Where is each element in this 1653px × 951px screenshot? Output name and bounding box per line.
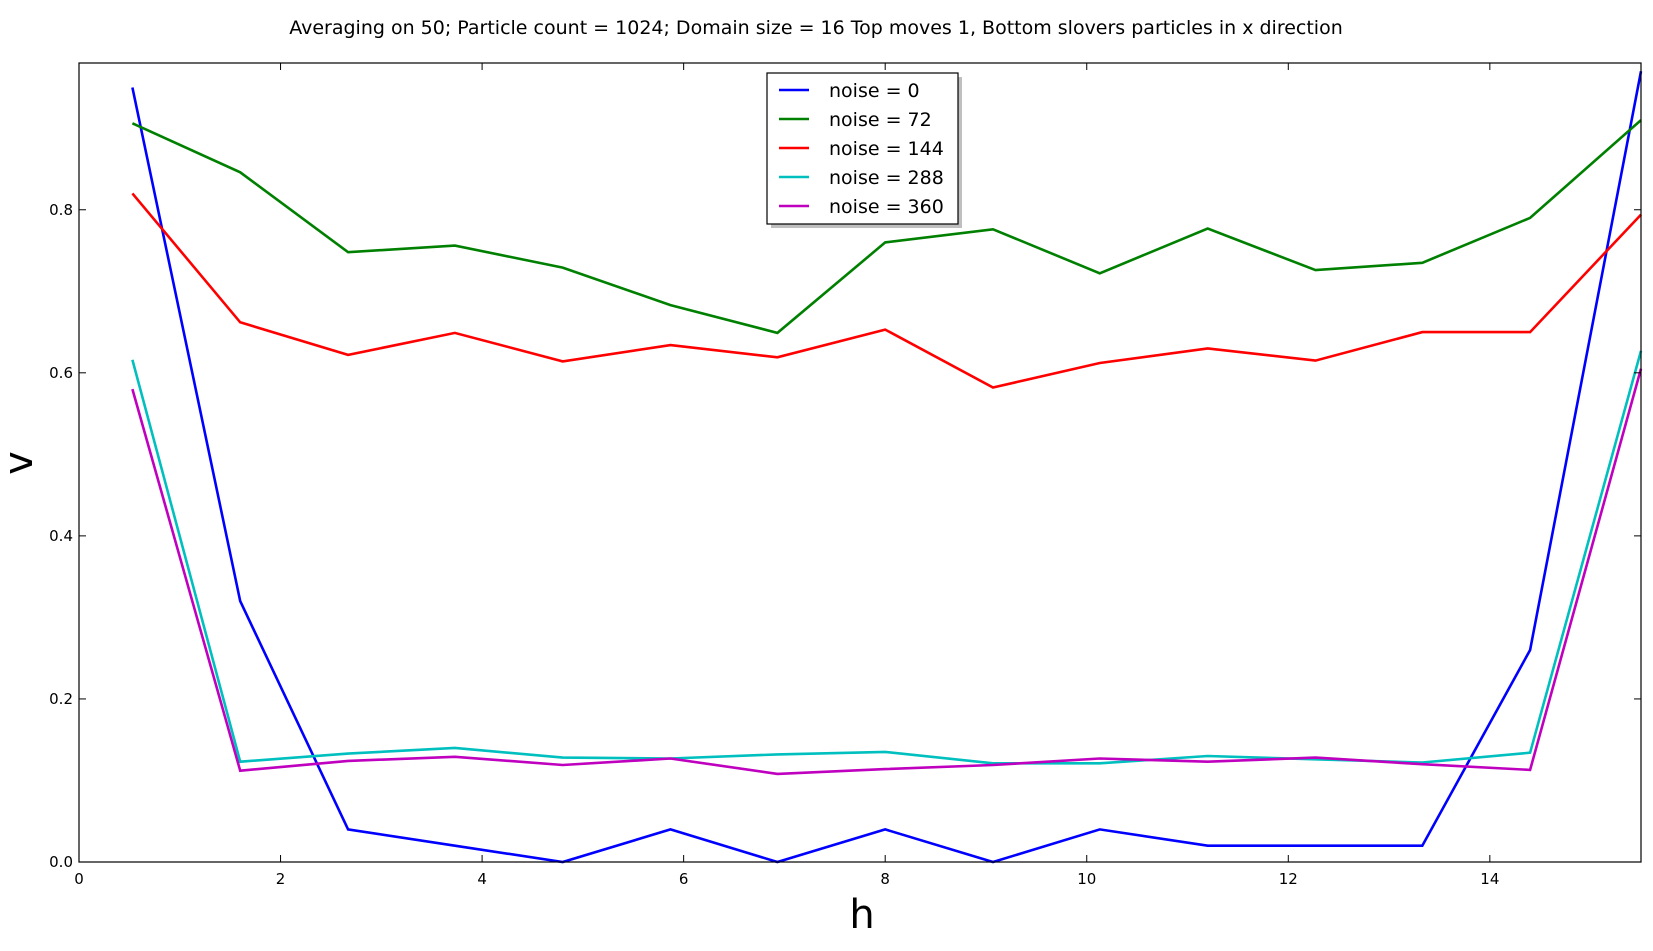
legend-label-1: noise = 72 [829,109,932,131]
y-tick-label: 0.8 [49,201,73,219]
legend-label-0: noise = 0 [829,80,920,102]
series-line-4 [131,368,1643,776]
x-tick-label: 12 [1279,870,1298,888]
y-axis-label: v [0,451,42,475]
y-tick-label: 0.4 [49,527,73,545]
x-tick-label: 2 [276,870,286,888]
series-line-0 [131,70,1643,864]
y-tick-label: 0.6 [49,364,73,382]
y-tick-label: 0.2 [49,690,73,708]
legend-label-3: noise = 288 [829,167,944,189]
series-line-2 [131,192,1642,389]
axis-ticks: 0 2 4 6 8 10 12 14 0.0 0.2 0.4 0.6 0.8 [49,63,1641,888]
y-tick-label: 0.0 [49,853,73,871]
x-tick-label: 6 [679,870,689,888]
series-line-1 [131,119,1642,335]
x-tick-label: 0 [74,870,84,888]
legend: noise = 0 noise = 72 noise = 144 noise = 28… [766,72,962,228]
plot-frame [78,62,1642,863]
x-tick-label: 4 [477,870,487,888]
legend-label-2: noise = 144 [829,138,944,160]
x-tick-label: 14 [1480,870,1499,888]
x-tick-label: 8 [880,870,890,888]
chart-title: Averaging on 50; Particle count = 1024; … [289,17,1343,39]
series-line-3 [131,350,1643,765]
x-tick-label: 10 [1077,870,1096,888]
legend-label-4: noise = 360 [829,196,944,218]
x-axis-label: h [849,892,874,938]
plot-area [131,70,1643,864]
